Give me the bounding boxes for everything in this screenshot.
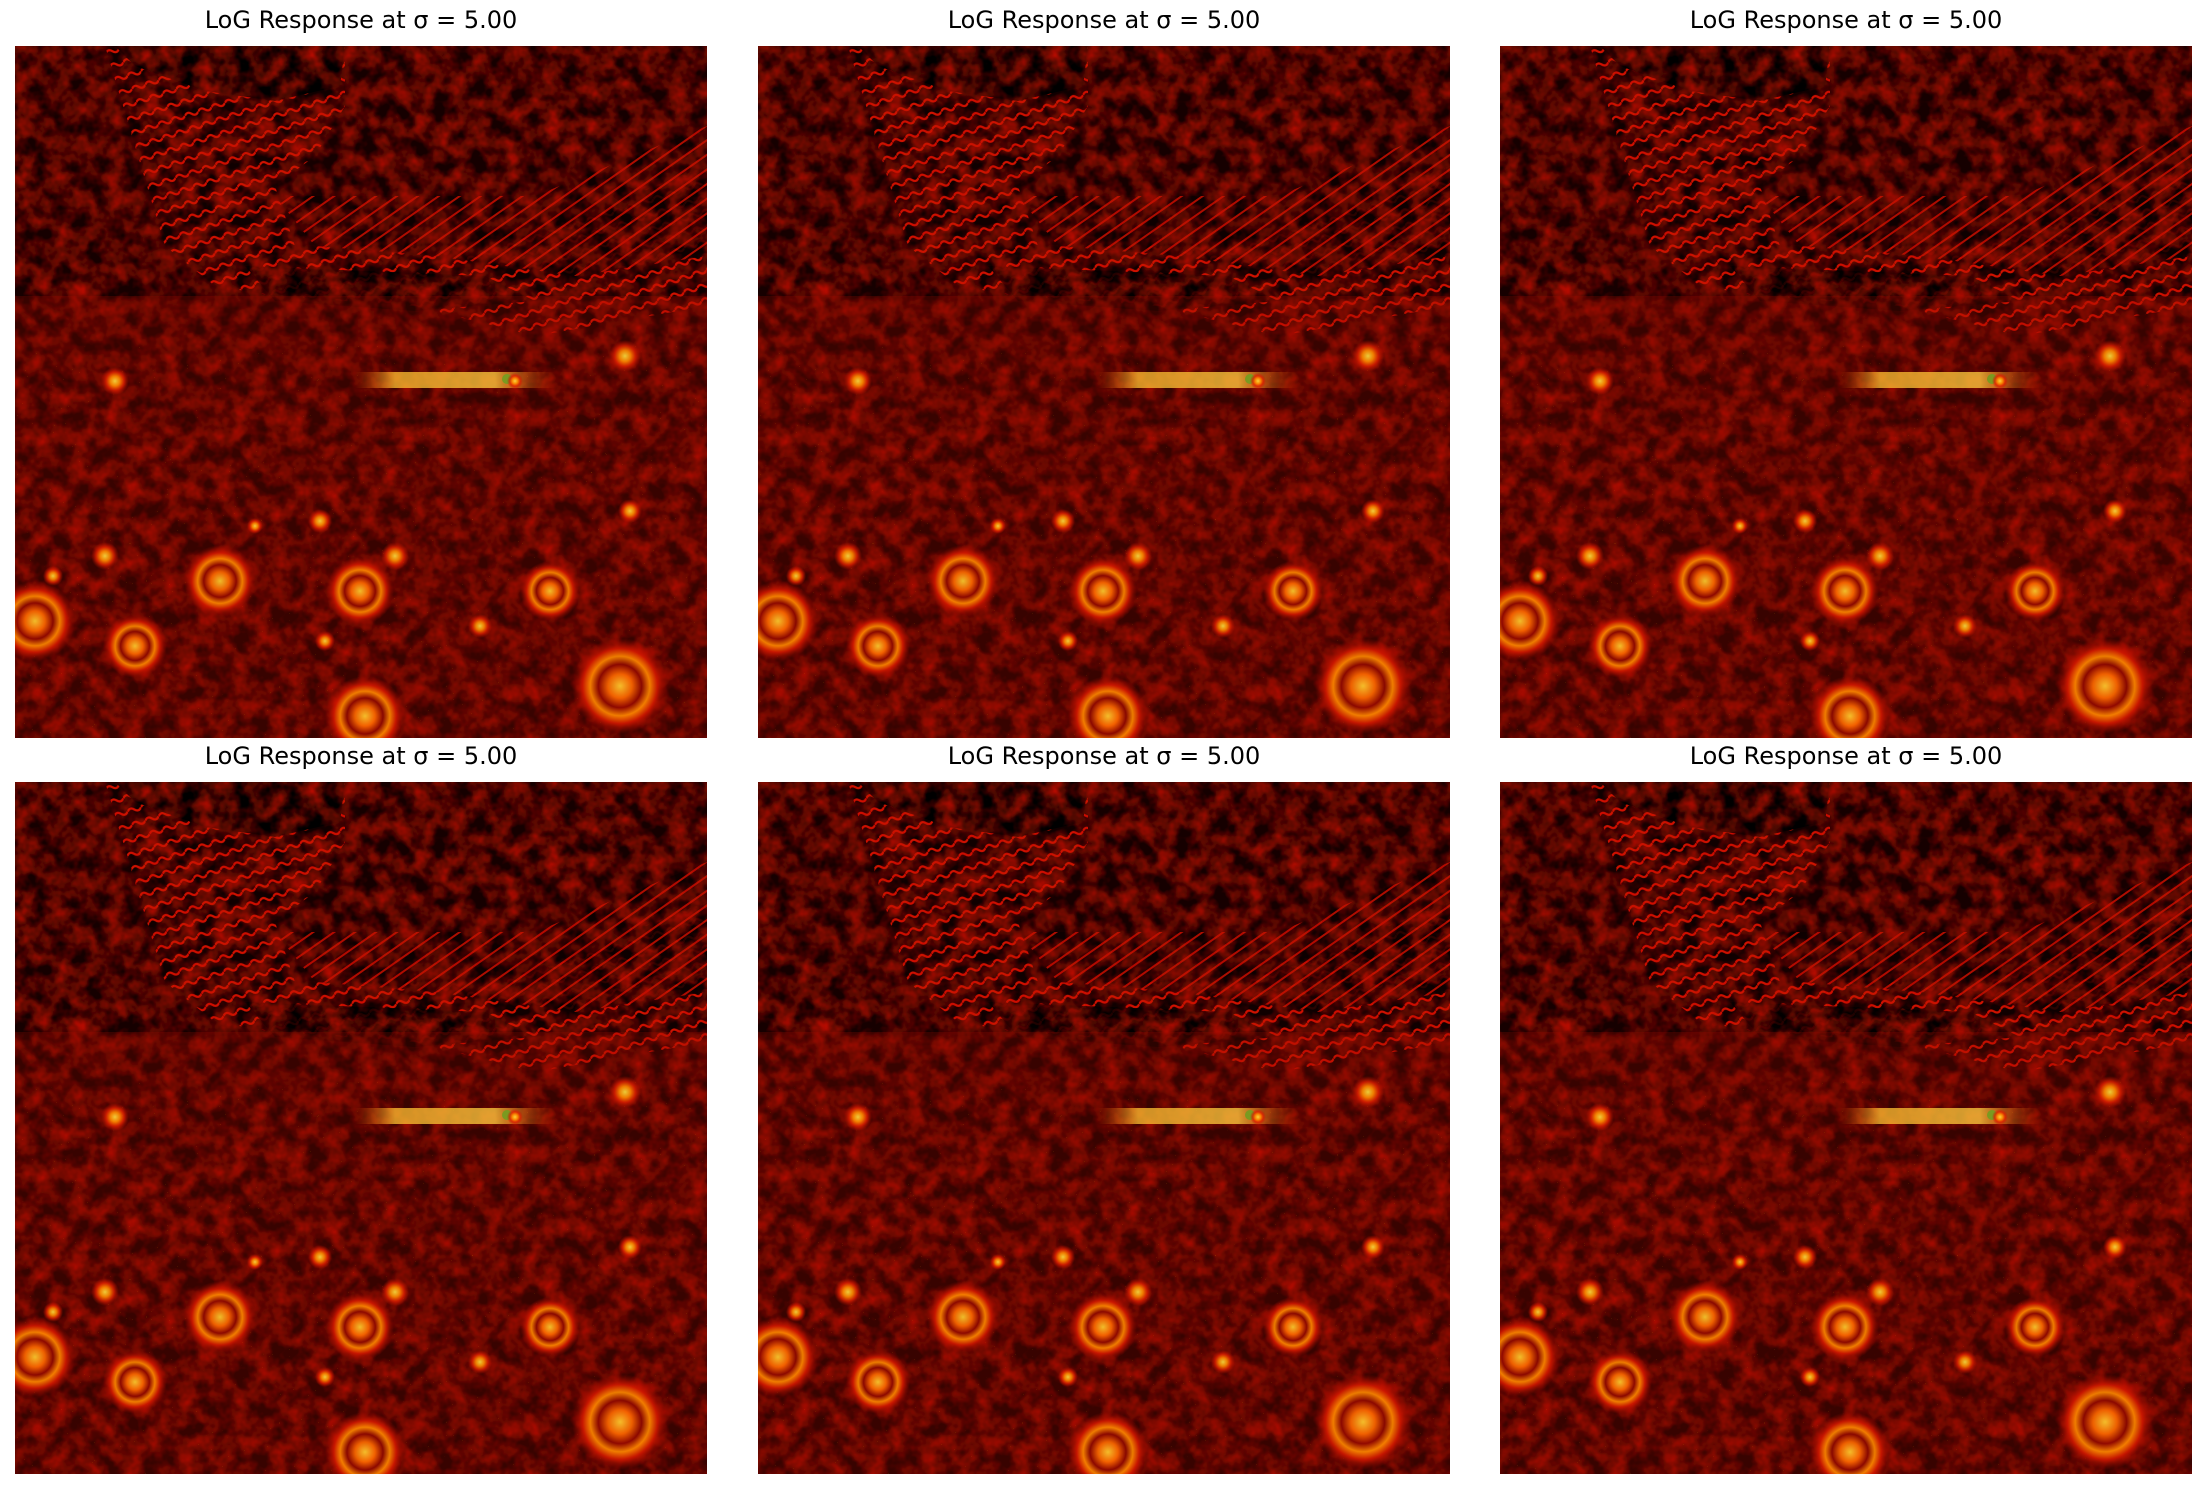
panel-title: LoG Response at σ = 5.00 xyxy=(1689,6,2003,34)
panel-title: LoG Response at σ = 5.00 xyxy=(1689,742,2003,770)
log-response-image xyxy=(758,782,1450,1474)
panel-title: LoG Response at σ = 5.00 xyxy=(204,6,518,34)
log-response-image xyxy=(1500,46,2192,738)
log-response-image xyxy=(1500,782,2192,1474)
panel-title: LoG Response at σ = 5.00 xyxy=(947,6,1261,34)
log-response-image xyxy=(15,46,707,738)
panel-title: LoG Response at σ = 5.00 xyxy=(204,742,518,770)
log-response-image xyxy=(15,782,707,1474)
log-response-image xyxy=(758,46,1450,738)
panel-title: LoG Response at σ = 5.00 xyxy=(947,742,1261,770)
